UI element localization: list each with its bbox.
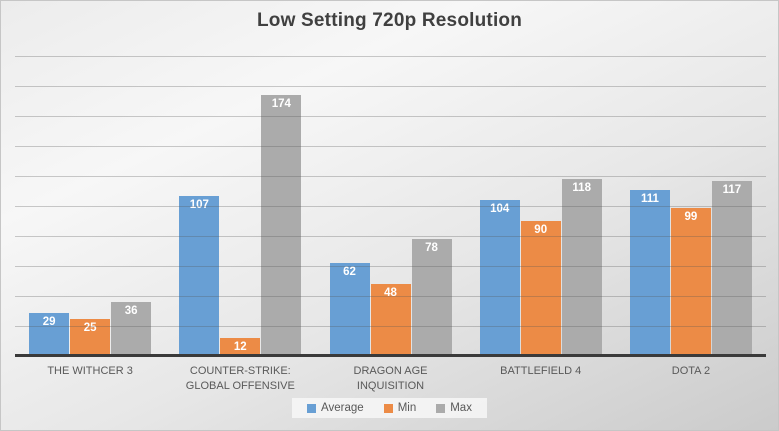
bar-value-label: 62	[343, 266, 356, 278]
bar-average: 107	[179, 195, 220, 356]
bar-value-label: 25	[83, 321, 97, 334]
bar-value-label: 111	[640, 192, 659, 205]
gridline-y-140	[15, 146, 766, 147]
bars-layer: 29 25 36 107 12 174 62 48 78 104 90 118 111 99 117	[15, 56, 766, 356]
bar-average: 62	[329, 263, 370, 356]
gridline-y-120	[15, 176, 766, 177]
bar-min: 25	[70, 318, 111, 356]
gridline-y-20	[15, 326, 766, 327]
x-axis-line	[15, 354, 766, 357]
bar-max: 78	[411, 239, 452, 356]
legend-label: Average	[321, 402, 364, 414]
category-label: COUNTER-STRIKE: GLOBAL OFFENSIVE	[185, 365, 295, 393]
bar-value-label: 117	[722, 183, 742, 196]
category-label: THE WITHCER 3	[47, 365, 133, 377]
bar-value-label: 78	[425, 242, 438, 254]
legend-swatch-icon	[383, 403, 393, 413]
gridline-y-40	[15, 296, 766, 297]
legend-swatch-icon	[436, 403, 446, 413]
bar-value-label: 12	[233, 341, 247, 353]
bar-value-label: 48	[384, 287, 397, 299]
bar-group: 104 90 118	[466, 179, 616, 356]
bar-max: 36	[111, 302, 152, 356]
gridline-y-100	[15, 206, 766, 207]
gridline-y-80	[15, 236, 766, 237]
bar-min: 12	[220, 338, 261, 356]
bar-min: 99	[670, 207, 711, 356]
bar-value-label: 107	[189, 198, 209, 211]
gridline-y-180	[15, 86, 766, 87]
legend-swatch-icon	[307, 403, 317, 413]
bar-max: 118	[561, 179, 602, 356]
category-label: BATTLEFIELD 4	[500, 365, 582, 377]
bar-average: 29	[29, 312, 70, 356]
legend-item-max: Max	[436, 402, 472, 414]
bar-group: 29 25 36	[15, 302, 165, 356]
legend: Average Min Max	[1, 398, 778, 418]
bar-min: 48	[370, 284, 411, 356]
bar-value-label: 36	[124, 305, 138, 317]
bar-group: 107 12 174	[165, 95, 315, 356]
chart-title: Low Setting 720p Resolution	[256, 10, 523, 31]
bar-value-label: 90	[534, 224, 548, 236]
bar-average: 111	[629, 189, 670, 356]
legend-label: Min	[397, 402, 417, 414]
bar-value-label: 99	[684, 210, 698, 223]
bar-value-label: 29	[42, 315, 56, 328]
bar-max: 174	[261, 95, 302, 356]
plot-area: 29 25 36 107 12 174 62 48 78 104 90 118 111 99 117	[15, 56, 766, 357]
bar-average: 104	[479, 200, 520, 356]
category-axis: THE WITHCER 3 COUNTER-STRIKE: GLOBAL OFFE…	[15, 364, 766, 395]
gridline-y-60	[15, 266, 766, 267]
legend-item-min: Min	[383, 402, 417, 414]
legend-box: Average Min Max	[292, 398, 487, 418]
bar-max: 117	[711, 180, 752, 356]
bar-min: 90	[520, 221, 561, 356]
gridline-y-200	[15, 56, 766, 57]
category-label: DOTA 2	[671, 365, 711, 377]
legend-label: Max	[450, 402, 472, 414]
bar-group: 62 48 78	[315, 239, 465, 356]
gridline-y-160	[15, 116, 766, 117]
category-label: DRAGON AGE INQUISITION	[353, 365, 428, 393]
legend-item-average: Average	[307, 402, 364, 414]
bar-group: 111 99 117	[616, 180, 766, 356]
bar-value-label: 174	[271, 98, 291, 110]
bar-value-label: 104	[490, 203, 510, 215]
bar-value-label: 118	[572, 182, 591, 194]
